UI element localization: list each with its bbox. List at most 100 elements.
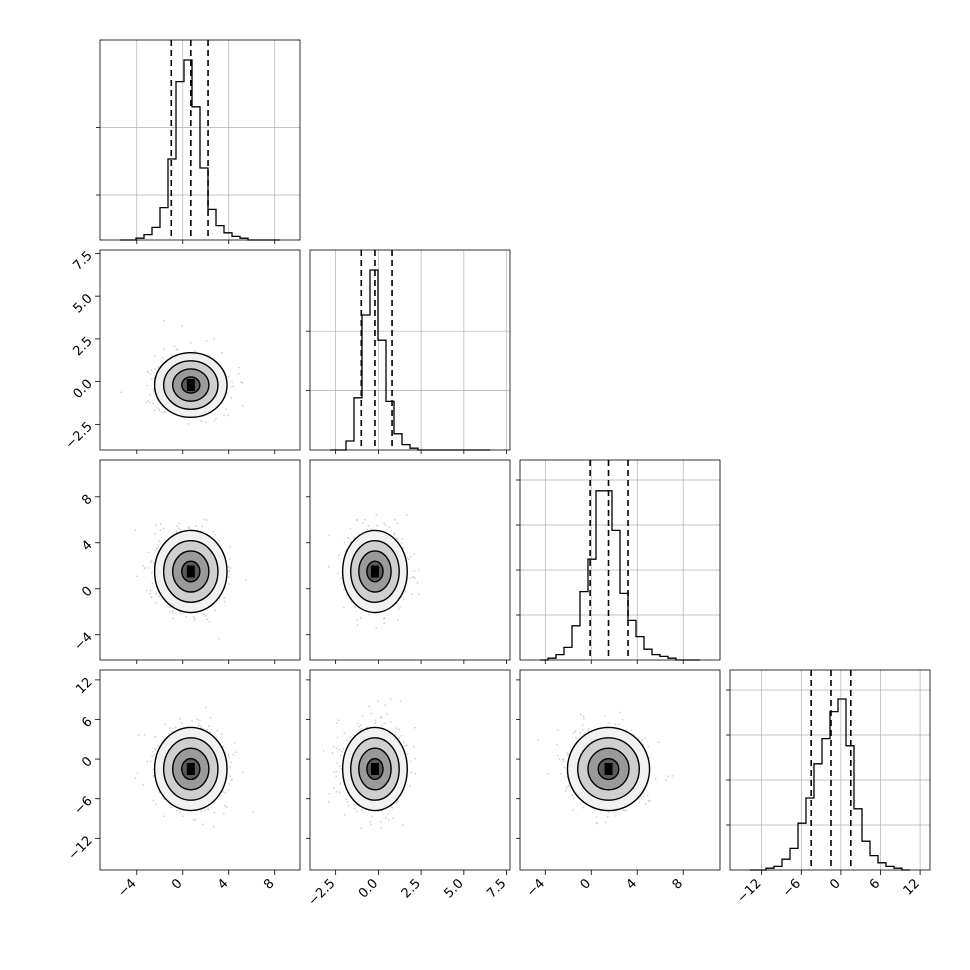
scatter-point bbox=[357, 533, 360, 536]
scatter-point bbox=[335, 770, 338, 773]
scatter-point bbox=[213, 811, 216, 814]
scatter-point bbox=[238, 366, 240, 369]
scatter-point bbox=[384, 704, 387, 706]
scatter-point bbox=[222, 791, 224, 793]
histogram-step-line bbox=[330, 269, 490, 451]
y-tick-label: −6 bbox=[71, 794, 95, 818]
x-tick-label: 0 bbox=[169, 876, 185, 892]
panel-frame bbox=[99, 39, 301, 241]
panel-contents bbox=[134, 518, 247, 640]
scatter-point bbox=[618, 723, 620, 726]
scatter-point bbox=[145, 401, 148, 404]
scatter-point bbox=[340, 767, 343, 770]
scatter-point bbox=[360, 827, 363, 830]
scatter-point bbox=[149, 760, 152, 763]
scatter-point bbox=[171, 611, 174, 614]
scatter-point bbox=[172, 727, 175, 730]
scatter-point bbox=[152, 562, 155, 564]
contour-line bbox=[172, 550, 210, 593]
scatter-point bbox=[343, 813, 346, 816]
scatter-point bbox=[201, 823, 204, 826]
scatter-point bbox=[402, 598, 404, 601]
x-tick-label: −6 bbox=[780, 876, 804, 900]
scatter-point bbox=[150, 378, 153, 380]
scatter-point bbox=[221, 351, 223, 354]
scatter-point bbox=[142, 783, 145, 786]
scatter-point bbox=[596, 821, 599, 824]
scatter-point bbox=[556, 754, 559, 757]
histogram-step-line bbox=[540, 490, 700, 661]
scatter-point bbox=[218, 637, 221, 640]
scatter-point bbox=[547, 773, 550, 775]
scatter-point bbox=[332, 745, 335, 748]
scatter-point bbox=[190, 341, 192, 344]
scatter-point bbox=[159, 522, 162, 525]
density-peak bbox=[186, 565, 195, 578]
contour-line bbox=[162, 360, 219, 410]
scatter-point bbox=[575, 737, 577, 739]
scatter-point bbox=[374, 719, 377, 722]
scatter-point bbox=[371, 815, 374, 818]
scatter-point bbox=[403, 744, 406, 747]
scatter-point bbox=[405, 514, 408, 517]
histogram-step-line bbox=[120, 59, 280, 241]
scatter-panel-3-1 bbox=[309, 669, 511, 871]
scatter-point bbox=[188, 527, 190, 530]
scatter-point bbox=[214, 609, 217, 612]
scatter-point bbox=[150, 571, 153, 574]
scatter-point bbox=[149, 589, 152, 592]
scatter-point bbox=[149, 393, 151, 396]
scatter-point bbox=[154, 524, 157, 526]
histogram-step-line bbox=[750, 698, 910, 871]
contour-line bbox=[350, 540, 400, 603]
scatter-point bbox=[153, 753, 156, 756]
x-tick-label: −2.5 bbox=[306, 876, 339, 909]
scatter-point bbox=[409, 785, 412, 788]
scatter-point bbox=[242, 771, 244, 774]
scatter-point bbox=[603, 715, 606, 718]
scatter-point bbox=[606, 816, 609, 818]
scatter-point bbox=[342, 748, 345, 751]
scatter-point bbox=[322, 749, 325, 752]
scatter-point bbox=[339, 765, 341, 767]
scatter-point bbox=[228, 782, 231, 785]
scatter-point bbox=[376, 524, 379, 527]
scatter-point bbox=[413, 570, 416, 573]
scatter-point bbox=[644, 737, 647, 740]
scatter-point bbox=[400, 541, 403, 544]
scatter-point bbox=[335, 775, 338, 778]
scatter-point bbox=[229, 567, 232, 570]
scatter-point bbox=[595, 816, 598, 819]
scatter-point bbox=[403, 741, 406, 744]
scatter-point bbox=[608, 811, 611, 814]
scatter-point bbox=[336, 572, 339, 575]
scatter-point bbox=[395, 801, 398, 804]
scatter-point bbox=[228, 582, 230, 585]
contour-line bbox=[358, 747, 392, 791]
contour-line bbox=[162, 737, 219, 801]
scatter-point bbox=[389, 698, 392, 701]
scatter-point bbox=[146, 384, 149, 387]
scatter-point bbox=[411, 593, 414, 595]
scatter-point bbox=[201, 525, 204, 528]
scatter-point bbox=[193, 617, 196, 620]
x-tick-label: 4 bbox=[624, 876, 640, 892]
scatter-point bbox=[582, 715, 585, 718]
scatter-point bbox=[152, 775, 155, 777]
scatter-point bbox=[340, 571, 343, 573]
scatter-point bbox=[198, 719, 201, 722]
scatter-point bbox=[625, 729, 628, 731]
scatter-point bbox=[172, 609, 174, 612]
scatter-point bbox=[370, 823, 373, 826]
scatter-point bbox=[562, 760, 565, 763]
scatter-point bbox=[152, 768, 155, 771]
scatter-point bbox=[359, 616, 362, 619]
scatter-point bbox=[608, 722, 611, 724]
scatter-point bbox=[192, 615, 195, 618]
scatter-point bbox=[353, 803, 356, 806]
scatter-point bbox=[559, 772, 562, 775]
scatter-point bbox=[218, 598, 221, 600]
scatter-point bbox=[336, 736, 339, 739]
scatter-point bbox=[240, 381, 242, 384]
scatter-point bbox=[555, 743, 558, 746]
